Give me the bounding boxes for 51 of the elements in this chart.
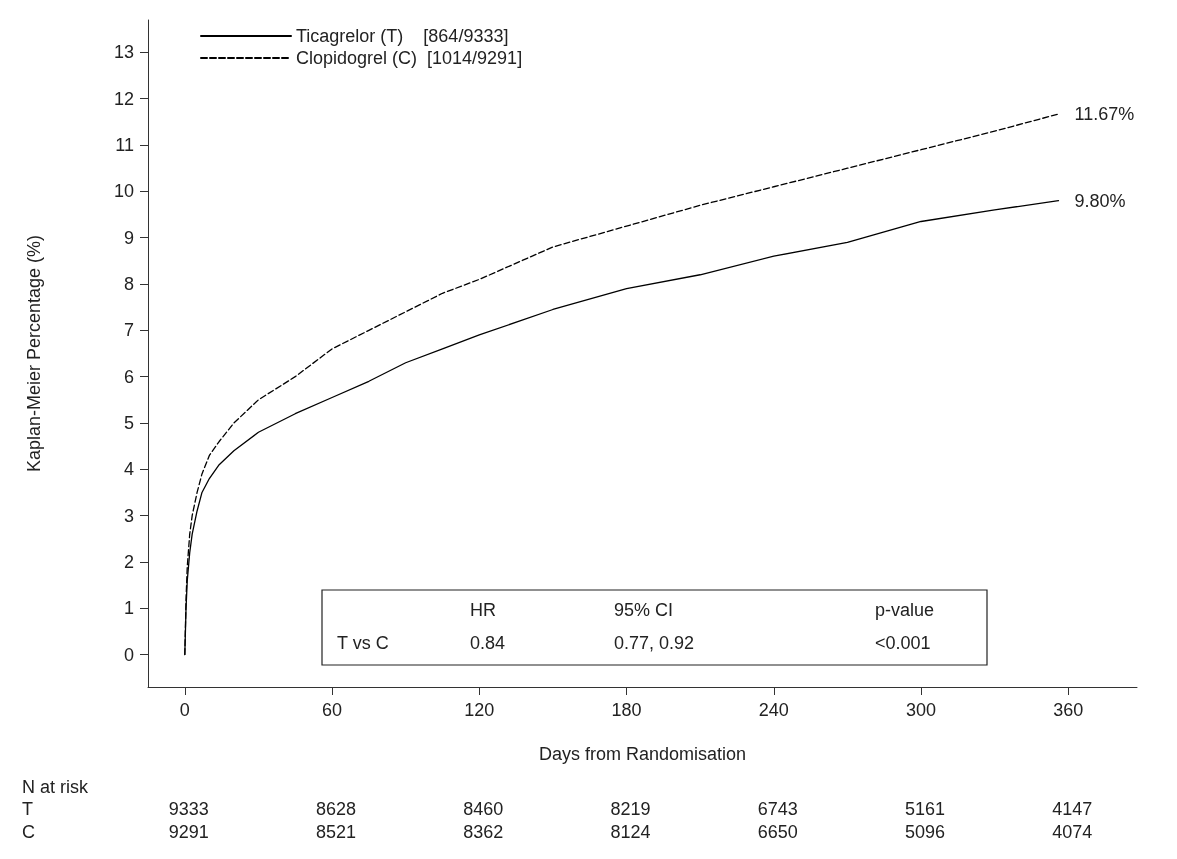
x-axis-title: Days from Randomisation (538, 744, 747, 764)
text: 9291 (168, 822, 209, 842)
text: 8460 (463, 799, 504, 819)
text: 6743 (757, 799, 798, 819)
y-tick-label: 13 (113, 42, 134, 63)
text: 5096 (905, 822, 946, 842)
x-tick-label: 120 (464, 700, 495, 720)
x-tick-label: 360 (1053, 700, 1084, 720)
text: 6650 (757, 822, 798, 842)
y-tick-label: 2 (123, 551, 134, 572)
y-tick-label: 9 (123, 227, 134, 248)
annotation: p-value (875, 600, 935, 620)
text: 8124 (610, 822, 651, 842)
y-tick-label: 10 (113, 181, 134, 202)
text: N at risk (22, 777, 90, 797)
annotation: 9.80% (1074, 190, 1126, 211)
y-tick-label: 3 (123, 505, 134, 526)
annotation: 0.77, 0.92 (614, 633, 695, 653)
text: T (22, 799, 33, 819)
y-axis-title: Kaplan-Meier Percentage (%) (24, 234, 44, 473)
annotation: T vs C (337, 633, 389, 653)
y-tick-label: 4 (123, 459, 134, 480)
y-tick-label: 6 (123, 366, 134, 387)
legend-label: Clopidogrel (C) [1014/9291] (296, 48, 523, 68)
text: 4074 (1052, 822, 1093, 842)
x-tick-label: 60 (322, 700, 343, 720)
x-tick-label: 180 (611, 700, 642, 720)
x-tick-label: 240 (758, 700, 789, 720)
y-tick-label: 12 (113, 88, 134, 109)
text: 4147 (1052, 799, 1093, 819)
text: 8521 (316, 822, 357, 842)
y-tick-label: 8 (123, 274, 134, 295)
text: 5161 (905, 799, 946, 819)
x-tick-label: 300 (906, 700, 937, 720)
y-tick-label: 11 (115, 135, 134, 156)
annotation: HR (470, 600, 496, 620)
annotation: 0.84 (470, 633, 506, 653)
text: 8362 (463, 822, 504, 842)
annotation: 11.67% (1074, 104, 1135, 125)
y-tick-label: 7 (123, 320, 134, 341)
text: C (22, 822, 35, 842)
x-tick-label: 0 (179, 700, 190, 720)
text: 8628 (316, 799, 357, 819)
text: 9333 (168, 799, 209, 819)
y-tick-label: 1 (123, 598, 134, 619)
annotation: <0.001 (875, 633, 931, 653)
y-tick-label: 5 (123, 412, 134, 433)
legend-label: Ticagrelor (T) [864/9333] (296, 26, 509, 46)
y-tick-label: 0 (123, 644, 134, 665)
annotation: 95% CI (614, 600, 674, 620)
text: 8219 (610, 799, 651, 819)
